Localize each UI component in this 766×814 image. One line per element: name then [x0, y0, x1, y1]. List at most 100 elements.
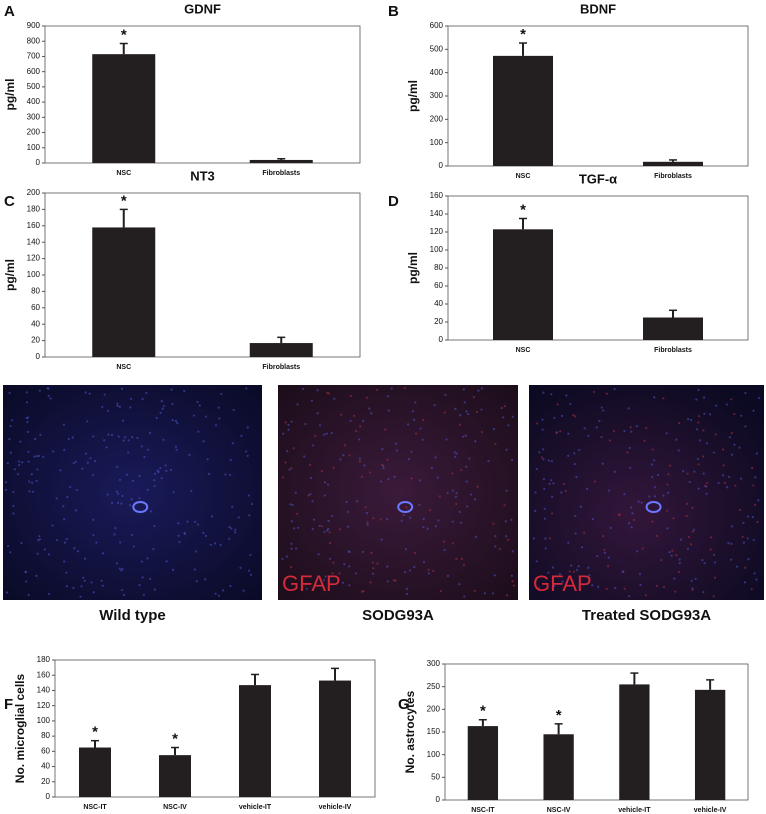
cell-dot	[8, 438, 11, 441]
cell-dot	[4, 488, 8, 491]
y-axis-label: pg/ml	[406, 80, 420, 112]
cell-dot	[480, 430, 483, 434]
cell-dot	[560, 414, 564, 418]
cell-dot	[228, 537, 231, 540]
cell-dot	[81, 467, 84, 470]
cell-dot	[320, 470, 324, 473]
cell-dot	[220, 392, 223, 396]
cell-dot	[500, 406, 503, 410]
cell-dot	[657, 473, 660, 477]
y-tick-label: 60	[434, 281, 443, 290]
cell-dot	[468, 457, 471, 460]
cell-dot	[678, 558, 681, 561]
cell-dot	[462, 563, 465, 567]
cell-dot	[386, 565, 389, 568]
cell-dot	[653, 459, 656, 462]
cell-dot	[407, 457, 411, 461]
cell-dot	[492, 427, 496, 431]
cell-dot	[37, 454, 40, 458]
cell-dot	[573, 452, 576, 455]
cell-dot	[550, 460, 553, 463]
cell-dot	[455, 452, 458, 455]
cell-dot	[730, 398, 733, 401]
cell-dot	[690, 579, 693, 582]
cell-dot	[630, 506, 633, 509]
bar	[79, 747, 111, 797]
cell-dot	[400, 519, 403, 522]
cell-dot	[414, 432, 418, 435]
cell-dot	[128, 504, 132, 507]
cell-dot	[686, 547, 690, 550]
cell-dot	[693, 470, 696, 473]
cell-dot	[294, 491, 297, 494]
cell-dot	[460, 557, 464, 560]
cell-dot	[645, 427, 648, 430]
cell-dot	[63, 448, 66, 451]
cell-dot	[343, 563, 346, 566]
cell-dot	[43, 548, 46, 551]
cell-dot	[442, 540, 446, 543]
cell-dot	[722, 464, 725, 467]
y-tick-label: 200	[27, 188, 41, 197]
cell-dot	[696, 457, 699, 461]
cell-dot	[540, 456, 544, 459]
cell-dot	[12, 512, 15, 515]
cell-dot	[240, 434, 243, 437]
cell-dot	[665, 432, 668, 435]
cell-dot	[146, 557, 149, 560]
cell-dot	[84, 391, 87, 394]
cell-dot	[198, 404, 201, 407]
cell-dot	[234, 528, 237, 531]
cell-dot	[83, 557, 87, 560]
cell-dot	[37, 539, 40, 542]
cell-dot	[174, 419, 178, 423]
cell-dot	[505, 448, 508, 451]
cell-dot	[406, 423, 410, 426]
cell-dot	[414, 401, 417, 404]
cell-dot	[434, 525, 437, 528]
cell-dot	[197, 430, 200, 433]
cell-dot	[323, 433, 326, 436]
cell-dot	[502, 416, 505, 419]
cell-dot	[338, 572, 341, 575]
cell-dot	[451, 520, 454, 523]
y-tick-label: 40	[41, 762, 50, 771]
cell-dot	[354, 572, 358, 575]
cell-dot	[685, 514, 688, 518]
cell-dot	[387, 409, 390, 412]
cell-dot	[752, 409, 755, 412]
cell-dot	[487, 460, 490, 463]
cell-dot	[603, 551, 607, 554]
cell-dot	[153, 588, 156, 591]
cell-dot	[598, 419, 601, 423]
cell-dot	[63, 560, 66, 563]
cell-dot	[48, 592, 51, 596]
cell-dot	[648, 495, 651, 498]
cell-dot	[404, 548, 408, 551]
cell-dot	[307, 494, 310, 497]
cell-dot	[146, 488, 149, 491]
cell-dot	[595, 426, 598, 429]
cell-dot	[153, 525, 156, 528]
cell-dot	[75, 488, 78, 492]
cell-dot	[667, 491, 670, 494]
y-tick-label: 0	[36, 352, 41, 361]
cell-dot	[323, 494, 326, 497]
cell-dot	[161, 407, 164, 410]
cell-dot	[34, 437, 37, 441]
cell-dot	[582, 583, 585, 586]
cell-dot	[358, 457, 362, 460]
cell-dot	[505, 535, 508, 538]
cell-dot	[331, 583, 334, 586]
y-tick-label: 50	[431, 772, 440, 781]
y-axis-label: No. microglial cells	[13, 673, 27, 783]
cell-dot	[93, 460, 97, 463]
cell-dot	[601, 462, 604, 465]
cell-dot	[348, 550, 351, 554]
cell-dot	[309, 492, 312, 496]
cell-dot	[691, 530, 694, 533]
cell-dot	[218, 417, 221, 420]
cell-dot	[316, 389, 319, 392]
cell-dot	[421, 438, 424, 441]
cell-dot	[510, 518, 513, 521]
